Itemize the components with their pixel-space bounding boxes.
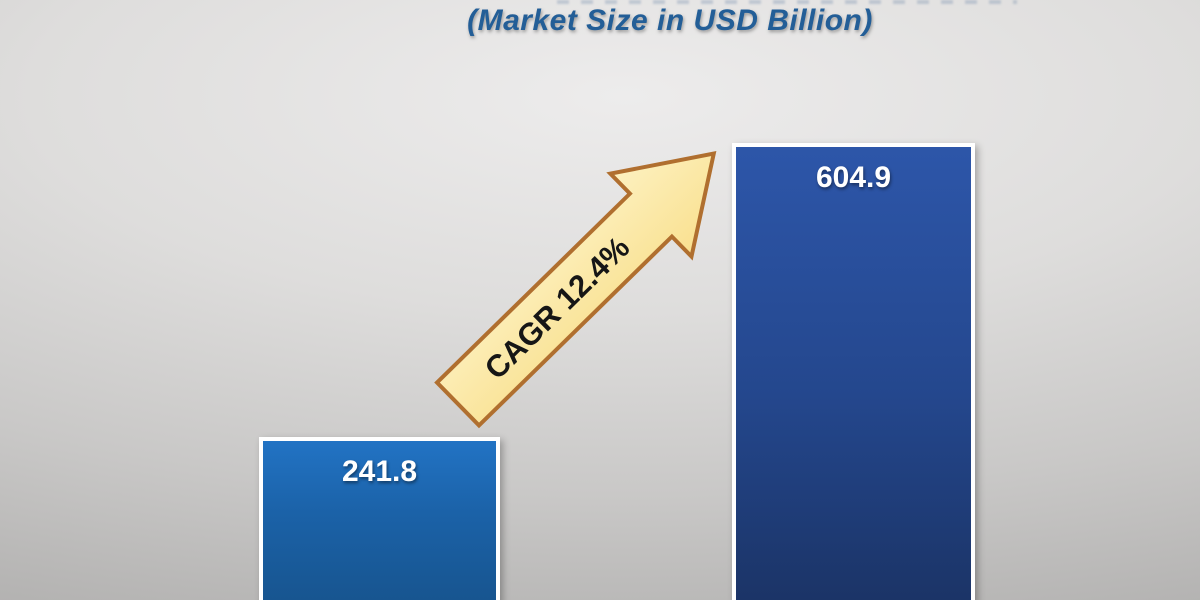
chart-subtitle: (Market Size in USD Billion) xyxy=(467,4,873,37)
bar-period-end: 604.9 xyxy=(732,143,975,600)
cutoff-title-remnant xyxy=(557,0,1017,4)
bar-value-label: 241.8 xyxy=(341,455,418,488)
cagr-arrow-label: CAGR 12.4% xyxy=(478,230,637,386)
bar-period-start: 241.8 xyxy=(259,437,500,600)
bar-value-label: 604.9 xyxy=(815,161,892,194)
arrow-up-right-shape xyxy=(434,150,717,429)
